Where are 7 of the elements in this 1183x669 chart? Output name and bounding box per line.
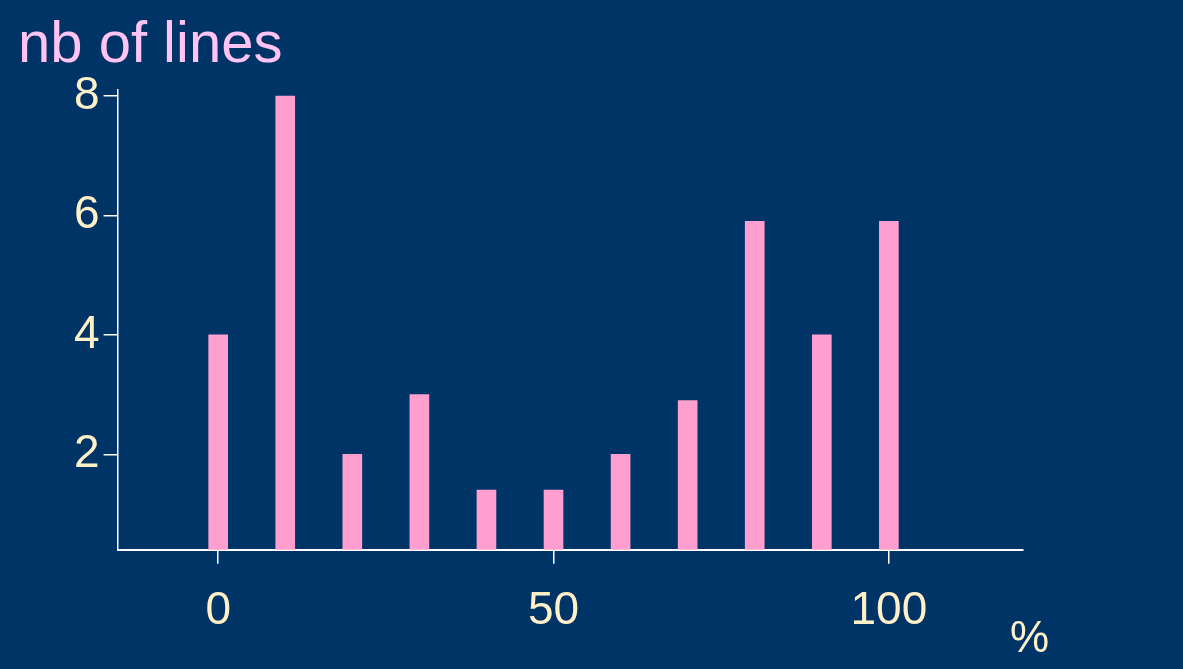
x-axis-title: % xyxy=(1010,612,1050,662)
y-tick-label: 6 xyxy=(73,186,100,239)
y-tick-label: 2 xyxy=(73,424,100,477)
y-tick-label: 4 xyxy=(73,305,100,358)
x-tick-label: 100 xyxy=(850,582,928,635)
x-tick-label: 0 xyxy=(205,582,231,635)
x-tick-label: 50 xyxy=(527,582,580,635)
